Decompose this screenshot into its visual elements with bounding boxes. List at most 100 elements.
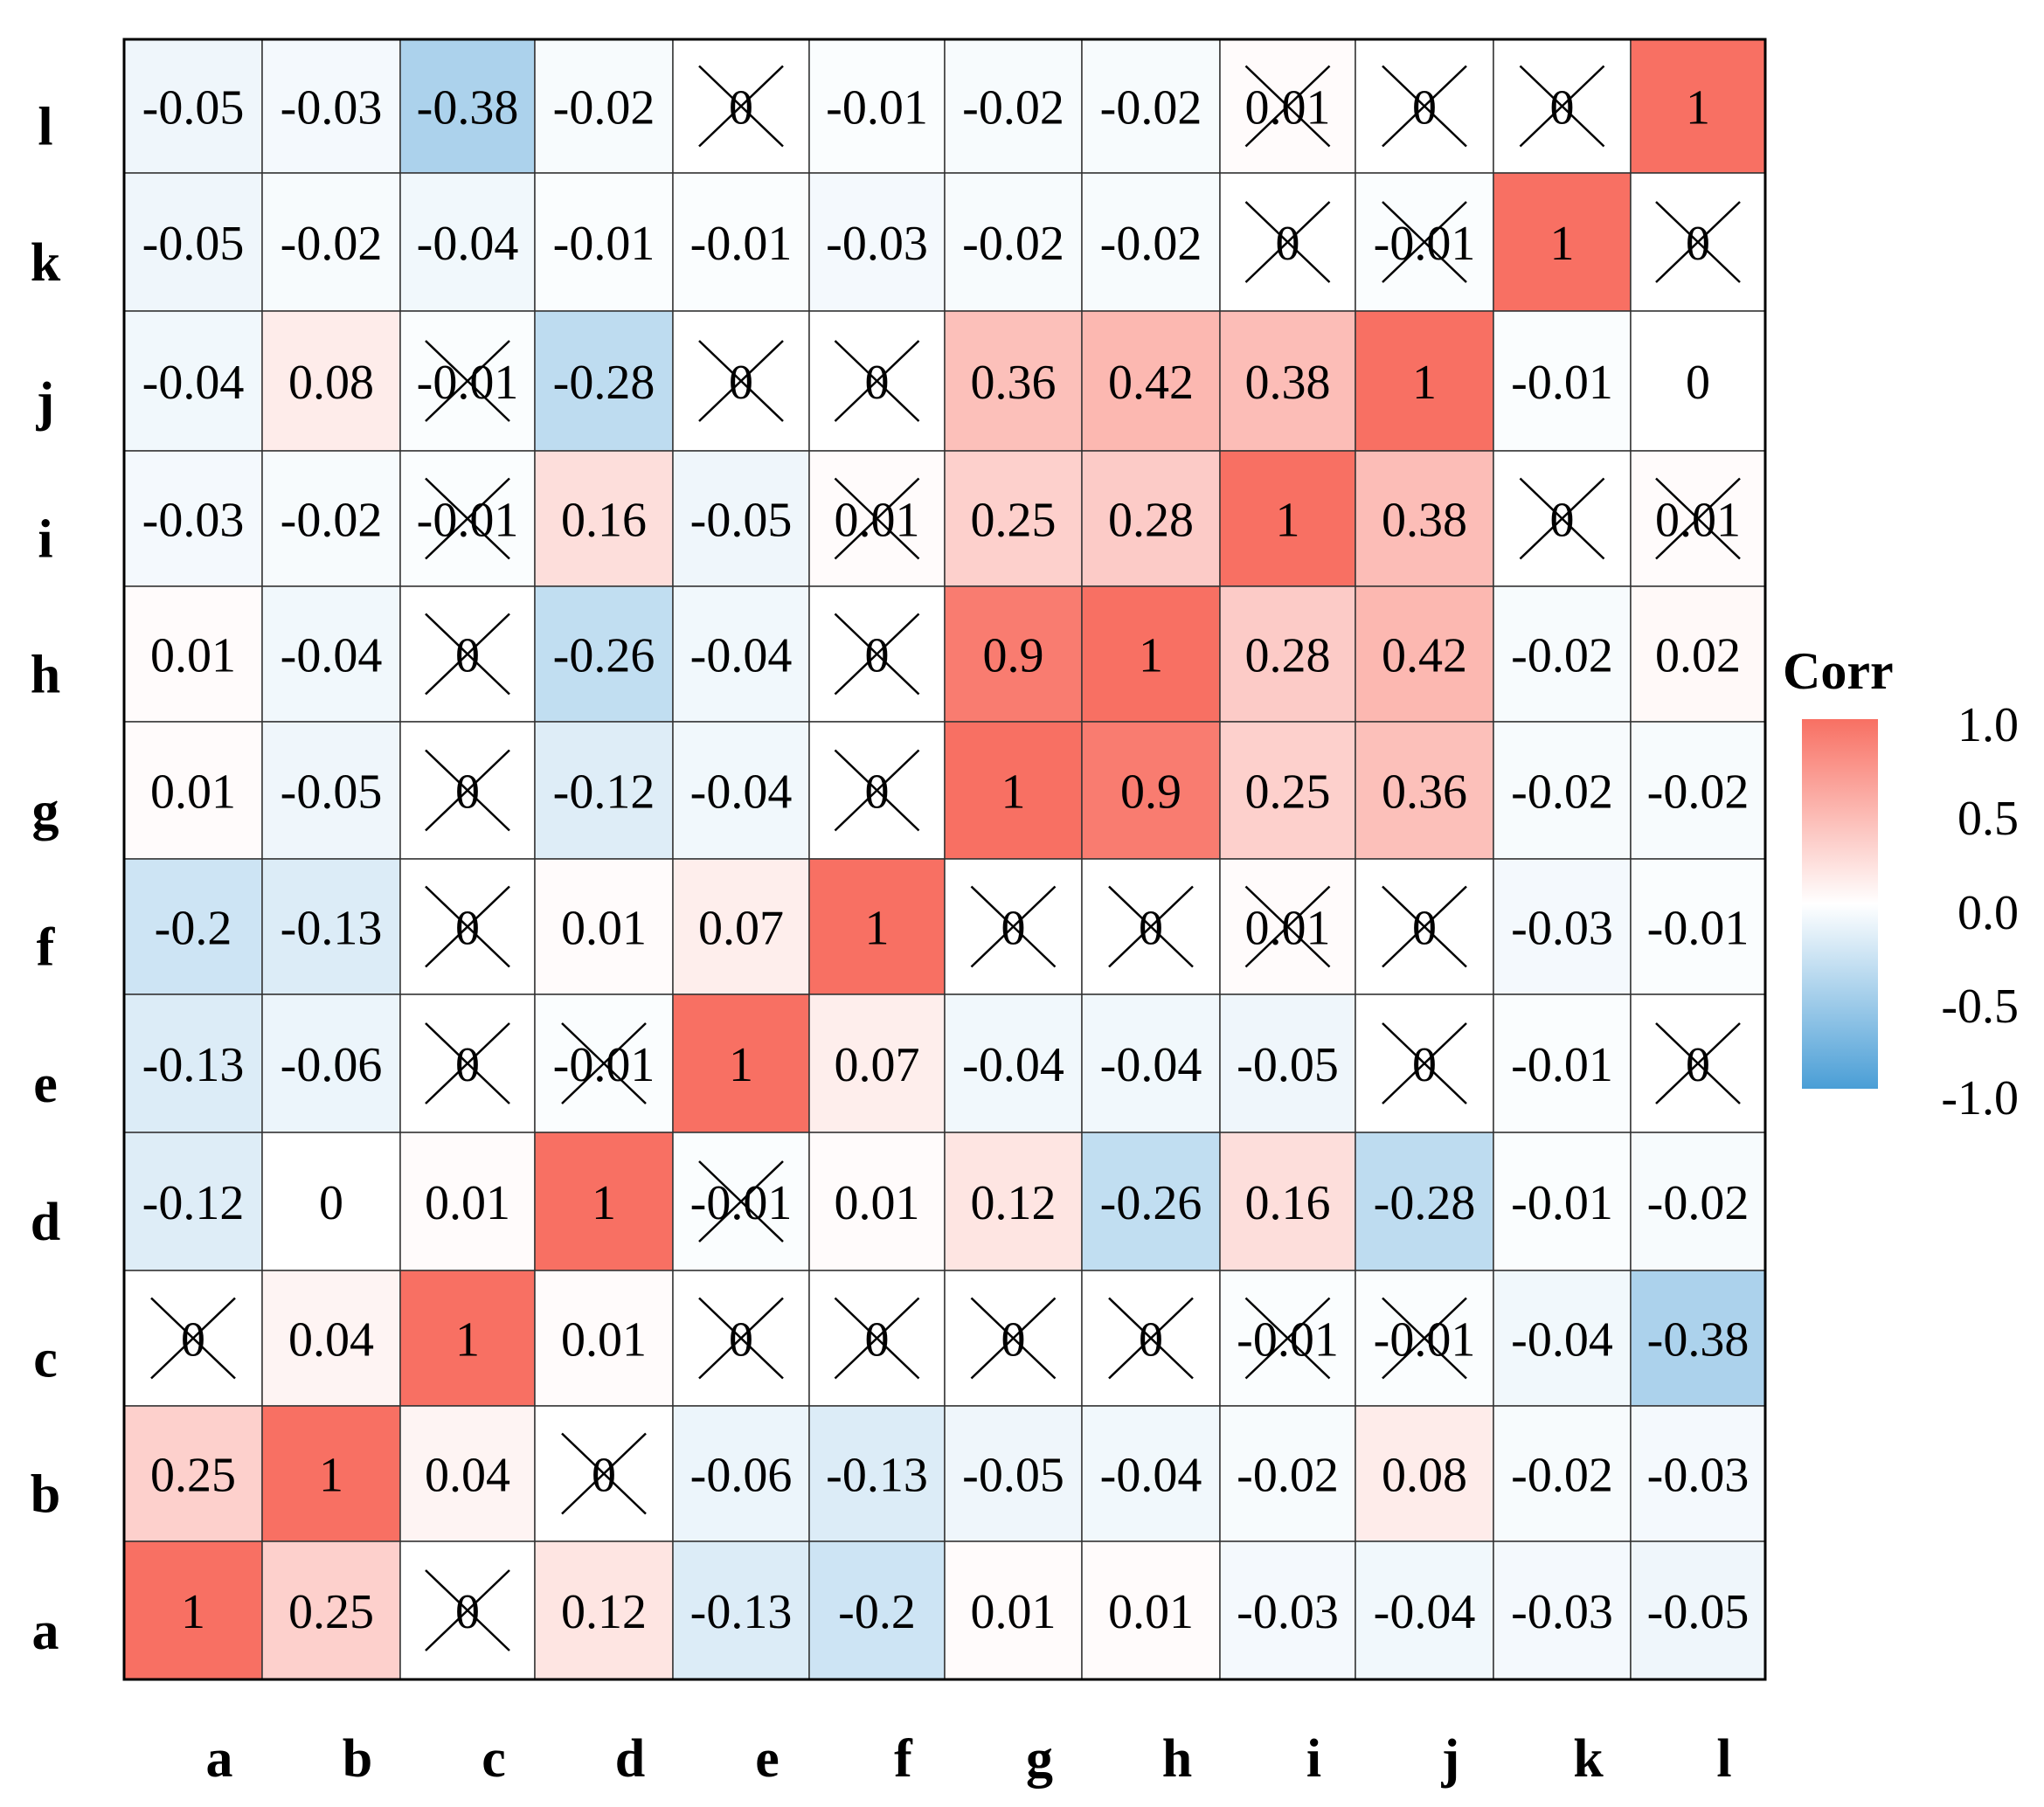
cell-value-a-e: -0.13 <box>690 1585 793 1639</box>
cell-value-h-d: -0.26 <box>553 629 655 683</box>
cell-j-g <box>944 310 1083 452</box>
cross-mark-l-e-1 <box>698 65 784 148</box>
cell-value-c-h: 0 <box>1139 1313 1163 1367</box>
cell-d-a <box>123 1132 263 1271</box>
cross-mark-h-f-1 <box>834 613 920 696</box>
cell-g-b <box>261 721 401 860</box>
cell-value-i-h: 0.28 <box>1108 494 1194 548</box>
cell-value-k-l: 0 <box>1686 217 1710 271</box>
cross-mark-c-e-1 <box>698 1297 784 1380</box>
cell-b-k <box>1493 1405 1632 1542</box>
cell-j-d <box>534 310 674 452</box>
cross-mark-f-j-1 <box>1382 885 1467 968</box>
cell-value-g-b: -0.05 <box>281 765 383 820</box>
cell-b-c <box>399 1405 536 1542</box>
cell-d-i <box>1219 1132 1356 1271</box>
cell-value-d-f: 0.01 <box>835 1176 920 1230</box>
cell-value-a-c: 0 <box>455 1585 480 1639</box>
cell-value-i-g: 0.25 <box>971 494 1057 548</box>
x-label-c: c <box>482 1729 506 1789</box>
cell-value-h-e: -0.04 <box>690 629 793 683</box>
cell-k-d <box>534 172 674 312</box>
cell-value-j-h: 0.42 <box>1108 356 1194 410</box>
cross-mark-k-i-1 <box>1244 201 1331 283</box>
legend-tick-4: -1.0 <box>1941 1071 2019 1125</box>
cell-value-c-b: 0.04 <box>288 1313 374 1367</box>
cell-b-i <box>1219 1405 1356 1542</box>
cell-value-h-l: 0.02 <box>1655 629 1741 683</box>
cell-value-k-i: 0 <box>1276 217 1300 271</box>
cell-value-h-f: 0 <box>865 629 890 683</box>
cell-value-l-k: 0 <box>1550 81 1575 135</box>
cell-d-h <box>1081 1132 1221 1271</box>
cell-value-d-a: -0.12 <box>142 1176 245 1230</box>
cell-d-b <box>261 1132 401 1271</box>
cell-value-k-h: -0.02 <box>1100 217 1202 271</box>
cross-mark-f-c-1 <box>425 885 510 968</box>
cell-value-g-i: 0.25 <box>1245 765 1331 820</box>
cell-value-f-d: 0.01 <box>561 902 647 956</box>
cell-a-a <box>123 1540 263 1680</box>
cell-c-k <box>1493 1270 1632 1407</box>
cell-value-b-h: -0.04 <box>1100 1449 1202 1503</box>
cell-j-a <box>123 310 263 452</box>
cross-mark-f-h-1 <box>1108 885 1194 968</box>
cell-value-j-d: -0.28 <box>553 356 655 410</box>
cell-b-g <box>944 1405 1083 1542</box>
cell-value-b-i: -0.02 <box>1237 1449 1339 1503</box>
cell-e-e <box>672 994 810 1133</box>
cell-value-c-j: -0.01 <box>1374 1313 1476 1367</box>
cross-mark-f-g-1 <box>970 885 1057 968</box>
cell-d-f <box>808 1132 946 1271</box>
y-label-f: f <box>37 918 56 978</box>
cell-value-g-k: -0.02 <box>1511 765 1613 820</box>
cell-value-i-f: 0.01 <box>835 494 920 548</box>
cross-mark-i-l-1 <box>1655 477 1741 560</box>
cell-c-b <box>261 1270 401 1407</box>
cell-e-b <box>261 994 401 1133</box>
cell-value-h-g: 0.9 <box>983 629 1044 683</box>
cell-e-a <box>123 994 263 1133</box>
cell-value-e-l: 0 <box>1686 1038 1710 1092</box>
cell-f-i <box>1219 858 1356 995</box>
cell-value-f-a: -0.2 <box>155 902 232 956</box>
cell-value-l-g: -0.02 <box>962 81 1064 135</box>
cell-j-b <box>261 310 401 452</box>
cell-j-i <box>1219 310 1356 452</box>
cell-i-i <box>1219 450 1356 587</box>
cell-value-f-f: 1 <box>865 902 890 956</box>
cell-value-f-k: -0.03 <box>1511 902 1613 956</box>
cell-a-k <box>1493 1540 1632 1680</box>
cell-value-i-k: 0 <box>1550 494 1575 548</box>
cell-value-d-c: 0.01 <box>425 1176 510 1230</box>
cell-b-l <box>1630 1405 1766 1542</box>
cell-value-g-g: 1 <box>1001 765 1026 820</box>
cross-mark-l-j-1 <box>1382 65 1467 148</box>
cell-value-e-d: -0.01 <box>553 1038 655 1092</box>
cross-mark-k-j-1 <box>1382 201 1467 283</box>
cell-c-l <box>1630 1270 1766 1407</box>
cell-j-j <box>1355 310 1494 452</box>
cross-mark-i-c-1 <box>425 477 510 560</box>
cell-l-b <box>261 38 401 174</box>
cell-g-e <box>672 721 810 860</box>
x-label-a: a <box>206 1729 233 1789</box>
cell-value-i-b: -0.02 <box>281 494 383 548</box>
cell-value-d-d: 1 <box>592 1176 616 1230</box>
cross-mark-b-d-1 <box>561 1432 647 1515</box>
y-label-d: d <box>31 1193 60 1252</box>
cell-h-a <box>123 585 263 723</box>
cell-value-f-i: 0.01 <box>1245 902 1331 956</box>
y-label-i: i <box>38 510 52 570</box>
x-label-b: b <box>343 1729 372 1789</box>
cell-d-k <box>1493 1132 1632 1271</box>
cross-mark-a-c-1 <box>425 1569 510 1651</box>
y-label-h: h <box>31 646 60 705</box>
cell-value-b-j: 0.08 <box>1382 1449 1467 1503</box>
cell-value-l-j: 0 <box>1412 81 1437 135</box>
cell-value-l-f: -0.01 <box>826 81 928 135</box>
y-label-k: k <box>31 233 61 293</box>
legend-tick-0: 1.0 <box>1957 698 2019 752</box>
cell-value-j-k: -0.01 <box>1511 356 1613 410</box>
